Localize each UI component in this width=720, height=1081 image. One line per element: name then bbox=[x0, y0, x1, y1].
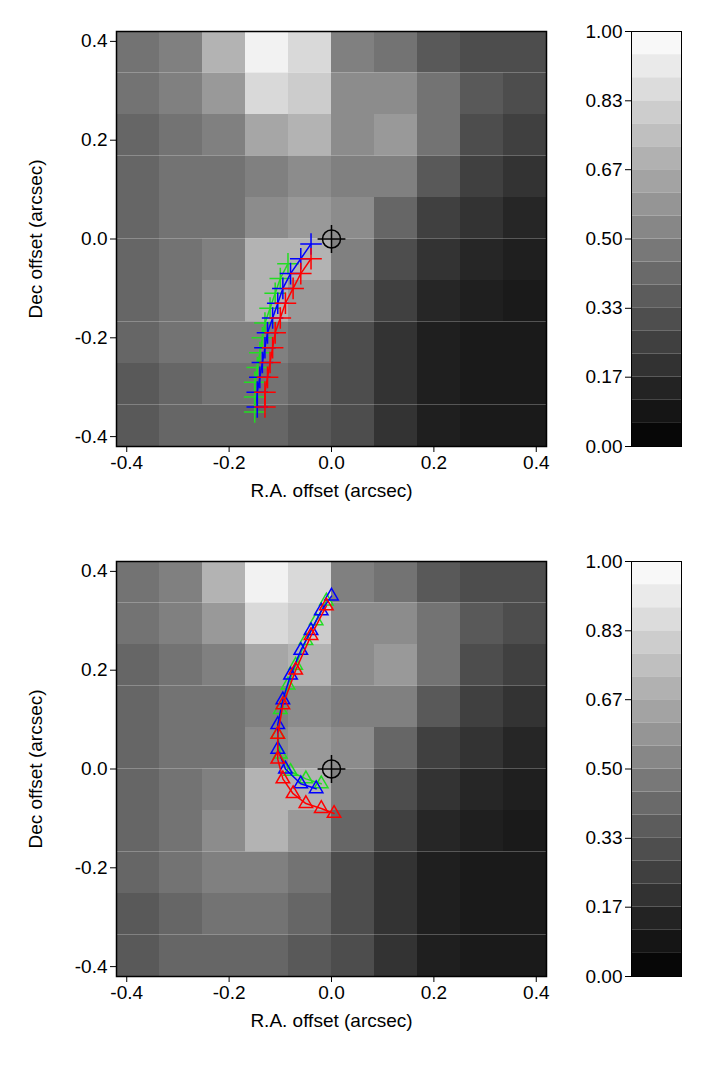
svg-text:-0.4: -0.4 bbox=[110, 452, 143, 473]
svg-text:0.4: 0.4 bbox=[523, 452, 550, 473]
svg-text:0.50: 0.50 bbox=[586, 228, 623, 249]
svg-text:0.0: 0.0 bbox=[81, 758, 107, 779]
svg-text:0.33: 0.33 bbox=[586, 827, 623, 848]
svg-text:0.33: 0.33 bbox=[586, 297, 623, 318]
svg-text:Dec offset (arcsec): Dec offset (arcsec) bbox=[25, 159, 46, 318]
svg-text:R.A. offset (arcsec): R.A. offset (arcsec) bbox=[250, 480, 412, 501]
svg-text:0.50: 0.50 bbox=[586, 758, 623, 779]
svg-text:-0.4: -0.4 bbox=[75, 956, 108, 977]
svg-text:1.00: 1.00 bbox=[586, 21, 623, 42]
svg-text:-0.2: -0.2 bbox=[75, 857, 108, 878]
svg-text:0.83: 0.83 bbox=[586, 620, 623, 641]
svg-text:0.17: 0.17 bbox=[586, 366, 623, 387]
svg-text:0.4: 0.4 bbox=[81, 30, 108, 51]
svg-text:0.00: 0.00 bbox=[586, 436, 623, 457]
svg-text:0.0: 0.0 bbox=[318, 982, 344, 1003]
svg-text:-0.2: -0.2 bbox=[213, 452, 246, 473]
svg-text:-0.4: -0.4 bbox=[75, 426, 108, 447]
svg-text:R.A. offset (arcsec): R.A. offset (arcsec) bbox=[250, 1010, 412, 1031]
svg-text:0.00: 0.00 bbox=[586, 966, 623, 987]
svg-text:0.4: 0.4 bbox=[81, 560, 108, 581]
svg-text:0.2: 0.2 bbox=[81, 129, 107, 150]
svg-text:0.0: 0.0 bbox=[318, 452, 344, 473]
svg-text:0.17: 0.17 bbox=[586, 896, 623, 917]
svg-text:0.2: 0.2 bbox=[81, 659, 107, 680]
svg-text:0.2: 0.2 bbox=[421, 452, 447, 473]
svg-text:Dec offset (arcsec): Dec offset (arcsec) bbox=[25, 689, 46, 848]
svg-text:0.67: 0.67 bbox=[586, 159, 623, 180]
svg-text:0.4: 0.4 bbox=[523, 982, 550, 1003]
svg-text:-0.2: -0.2 bbox=[213, 982, 246, 1003]
svg-text:0.83: 0.83 bbox=[586, 90, 623, 111]
svg-text:0.2: 0.2 bbox=[421, 982, 447, 1003]
svg-text:0.67: 0.67 bbox=[586, 689, 623, 710]
svg-text:0.0: 0.0 bbox=[81, 228, 107, 249]
svg-text:-0.4: -0.4 bbox=[110, 982, 143, 1003]
svg-text:-0.2: -0.2 bbox=[75, 327, 108, 348]
svg-text:1.00: 1.00 bbox=[586, 551, 623, 572]
